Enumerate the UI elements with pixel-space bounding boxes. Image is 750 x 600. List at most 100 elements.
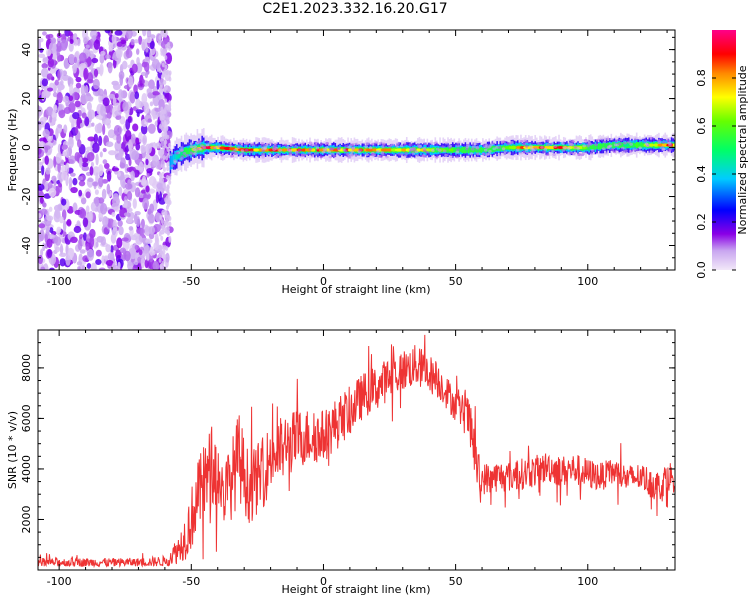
ridge-halo: [610, 148, 615, 151]
noise-blob: [142, 197, 150, 210]
snr-panel: -100 -50 0 50 100 2000 4000 6000 8000 Height of …: [6, 329, 676, 596]
ridge-halo: [519, 151, 523, 155]
noise-blob: [166, 184, 170, 190]
noise-blob: [105, 244, 112, 253]
noise-blob: [164, 98, 168, 104]
noise-blob: [62, 95, 70, 103]
noise-blob: [38, 124, 42, 131]
spectrogram-ticks: -100 -50 0 50 100 -40 -20 0 20 40: [20, 30, 675, 288]
noise-blob: [140, 256, 145, 269]
ridge-halo: [423, 142, 428, 146]
noise-blob: [74, 100, 81, 108]
noise-blob: [160, 235, 164, 241]
noise-blob: [124, 129, 132, 142]
ridge-segment: [605, 143, 608, 149]
noise-blob: [116, 133, 122, 144]
noise-blob: [159, 263, 163, 269]
ridge-halo: [390, 143, 395, 146]
noise-blob: [138, 249, 143, 256]
ridge-halo: [228, 144, 232, 148]
ridge-halo: [354, 142, 359, 146]
noise-blob: [92, 181, 99, 187]
noise-blob: [54, 79, 59, 86]
noise-blob: [42, 129, 50, 138]
noise-blob: [45, 34, 51, 40]
ridge-halo: [455, 148, 460, 152]
noise-blob: [112, 196, 120, 207]
ridge-halo: [634, 137, 638, 140]
noise-blob: [117, 219, 123, 227]
ridge-halo: [228, 141, 232, 145]
noise-blob: [128, 247, 137, 257]
ridge-halo: [529, 144, 533, 148]
snr-y-tick-label: 8000: [20, 354, 33, 382]
noise-blob: [167, 161, 171, 167]
ridge-halo: [472, 142, 476, 145]
ridge-segment: [588, 144, 590, 151]
ridge-segment: [480, 147, 483, 153]
snr-y-tick-label: 2000: [20, 505, 33, 533]
ridge-halo: [455, 155, 459, 159]
ridge-halo: [516, 148, 520, 152]
ridge-halo: [590, 149, 595, 152]
noise-blob: [141, 93, 148, 105]
noise-blob: [70, 186, 78, 194]
noise-blob: [163, 257, 167, 263]
noise-blob: [92, 142, 100, 154]
ridge-halo: [617, 142, 622, 146]
ridge-halo: [567, 147, 571, 150]
noise-blob: [112, 97, 117, 106]
ridge-halo: [552, 153, 556, 156]
ridge-halo: [324, 146, 329, 150]
noise-blob: [95, 199, 100, 207]
ridge-halo: [217, 144, 221, 148]
noise-blob: [100, 50, 106, 56]
noise-blob: [40, 208, 48, 215]
ridge-halo: [589, 142, 593, 146]
noise-blob: [86, 248, 95, 261]
ridge-peak: [394, 148, 404, 152]
ridge-segment: [169, 158, 172, 167]
noise-blob: [118, 148, 124, 158]
noise-blob: [97, 197, 105, 204]
ridge-halo: [481, 152, 486, 156]
noise-blob: [163, 68, 167, 74]
spectrogram-frame: [37, 29, 676, 271]
ridge-segment: [478, 147, 481, 153]
noise-blob: [53, 156, 57, 168]
ridge-halo: [572, 152, 576, 156]
noise-blob: [148, 79, 155, 90]
noise-blob: [102, 215, 109, 227]
ridge-halo: [265, 143, 269, 146]
ridge-halo: [182, 151, 187, 155]
noise-blob: [123, 199, 128, 208]
noise-blob: [73, 225, 82, 234]
ridge-halo: [649, 136, 654, 140]
noise-blob: [76, 38, 81, 47]
noise-blob: [48, 187, 57, 198]
noise-blob: [147, 123, 156, 134]
noise-blob: [168, 70, 172, 76]
ridge-peak: [653, 143, 660, 147]
ridge-segment: [459, 148, 462, 152]
noise-blob: [164, 199, 168, 205]
noise-blob: [77, 266, 81, 270]
noise-blob: [86, 151, 95, 162]
ridge-segment: [176, 152, 178, 160]
ridge-halo: [399, 144, 404, 148]
ridge-halo: [273, 143, 278, 146]
noise-blob: [81, 112, 87, 119]
noise-blob: [139, 74, 144, 87]
noise-blob: [114, 110, 122, 116]
ridge-halo: [379, 154, 383, 158]
ridge-halo: [293, 145, 298, 149]
colorbar-label: Normalized spectral amplitude: [736, 65, 749, 234]
ridge-halo: [429, 141, 434, 145]
noise-blob: [119, 247, 126, 254]
noise-blob: [75, 82, 82, 89]
ridge-halo: [350, 143, 354, 147]
ridge-halo: [314, 141, 318, 145]
ridge-halo: [249, 150, 254, 154]
noise-blob: [90, 161, 94, 168]
noise-blob: [42, 242, 46, 252]
